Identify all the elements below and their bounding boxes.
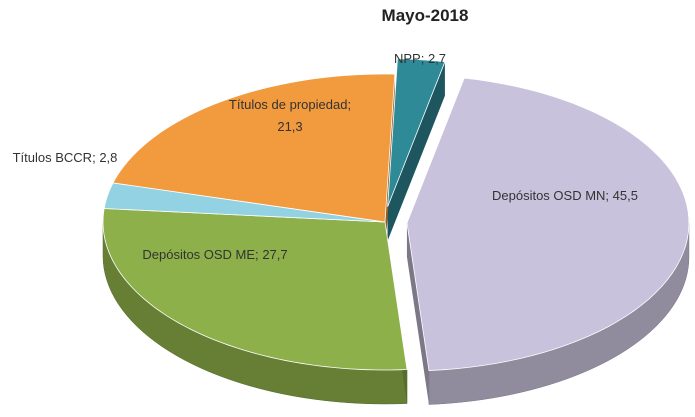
data-label: Títulos de propiedad; 21,3 [215,94,365,138]
pie-slice [102,208,408,371]
value-label: 2,7 [427,51,447,66]
value-label: 27,7 [262,247,288,262]
slice-edge [385,74,395,257]
value-label: 21,3 [277,119,303,134]
value-label: 2,8 [99,150,118,165]
category-label: Depósitos OSD ME; [142,247,259,262]
category-label: Títulos de propiedad; [228,97,352,112]
data-label: Depósitos OSD MN; 45,5 [490,185,640,207]
data-label: Títulos BCCR; 2,8 [10,147,120,169]
pie-slice [112,73,396,223]
data-label: Depósitos OSD ME; 27,7 [125,244,305,266]
slice-edge [406,222,429,405]
pie-slice [387,58,446,207]
pie-slice [406,77,690,371]
data-label: NPP; 2,7 [360,48,480,70]
category-label: Depósitos OSD MN; [492,188,610,203]
category-label: NPP; [393,51,425,66]
slice-edge [387,61,445,241]
chart-title: Mayo-2018 [381,6,469,25]
value-label: 45,5 [612,188,638,203]
category-label: Títulos BCCR; [12,150,96,165]
